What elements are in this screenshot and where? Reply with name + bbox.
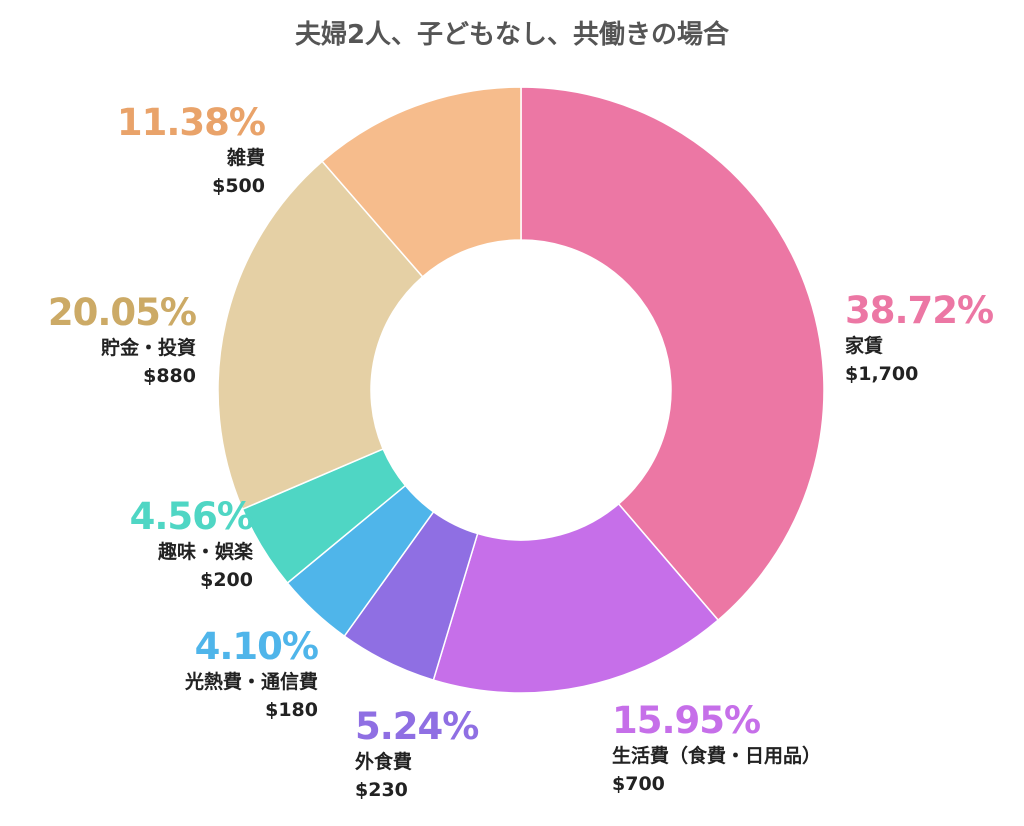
label-misc: 11.38% 雑費 $500 bbox=[116, 101, 266, 197]
value-label: $700 bbox=[612, 773, 665, 795]
value-label: $180 bbox=[265, 699, 318, 721]
label-dining: 5.24% 外食費 $230 bbox=[355, 705, 479, 801]
label-savings: 20.05% 貯金・投資 $880 bbox=[47, 291, 197, 387]
label-hobby: 4.56% 趣味・娯楽 $200 bbox=[129, 495, 254, 591]
category-label: 趣味・娯楽 bbox=[157, 541, 253, 563]
donut-slice-1 bbox=[432, 502, 720, 694]
donut-slice-5 bbox=[217, 160, 424, 511]
category-label: 光熱費・通信費 bbox=[184, 671, 318, 693]
percent-label: 4.56% bbox=[129, 495, 254, 538]
value-label: $880 bbox=[143, 365, 196, 387]
chart-title: 夫婦2人、子どもなし、共働きの場合 bbox=[294, 20, 730, 50]
percent-label: 38.72% bbox=[845, 289, 994, 332]
donut-slice-6 bbox=[321, 86, 522, 278]
value-label: $230 bbox=[355, 779, 408, 801]
category-label: 家賃 bbox=[845, 335, 884, 357]
category-label: 外食費 bbox=[355, 751, 413, 773]
value-label: $500 bbox=[212, 175, 265, 197]
percent-label: 5.24% bbox=[355, 705, 479, 748]
percent-label: 11.38% bbox=[116, 101, 266, 144]
category-label: 雑費 bbox=[226, 147, 265, 169]
category-label: 貯金・投資 bbox=[100, 337, 196, 359]
label-utilities: 4.10% 光熱費・通信費 $180 bbox=[184, 625, 319, 721]
percent-label: 4.10% bbox=[194, 625, 319, 668]
value-label: $1,700 bbox=[845, 363, 919, 385]
label-rent: 38.72% 家賃 $1,700 bbox=[845, 289, 994, 385]
percent-label: 15.95% bbox=[612, 699, 761, 742]
donut-slice-0 bbox=[520, 86, 825, 622]
value-label: $200 bbox=[200, 569, 253, 591]
label-living: 15.95% 生活費（食費・日用品） $700 bbox=[612, 702, 821, 794]
percent-label: 20.05% bbox=[47, 291, 197, 334]
category-label: 生活費（食費・日用品） bbox=[612, 745, 822, 767]
